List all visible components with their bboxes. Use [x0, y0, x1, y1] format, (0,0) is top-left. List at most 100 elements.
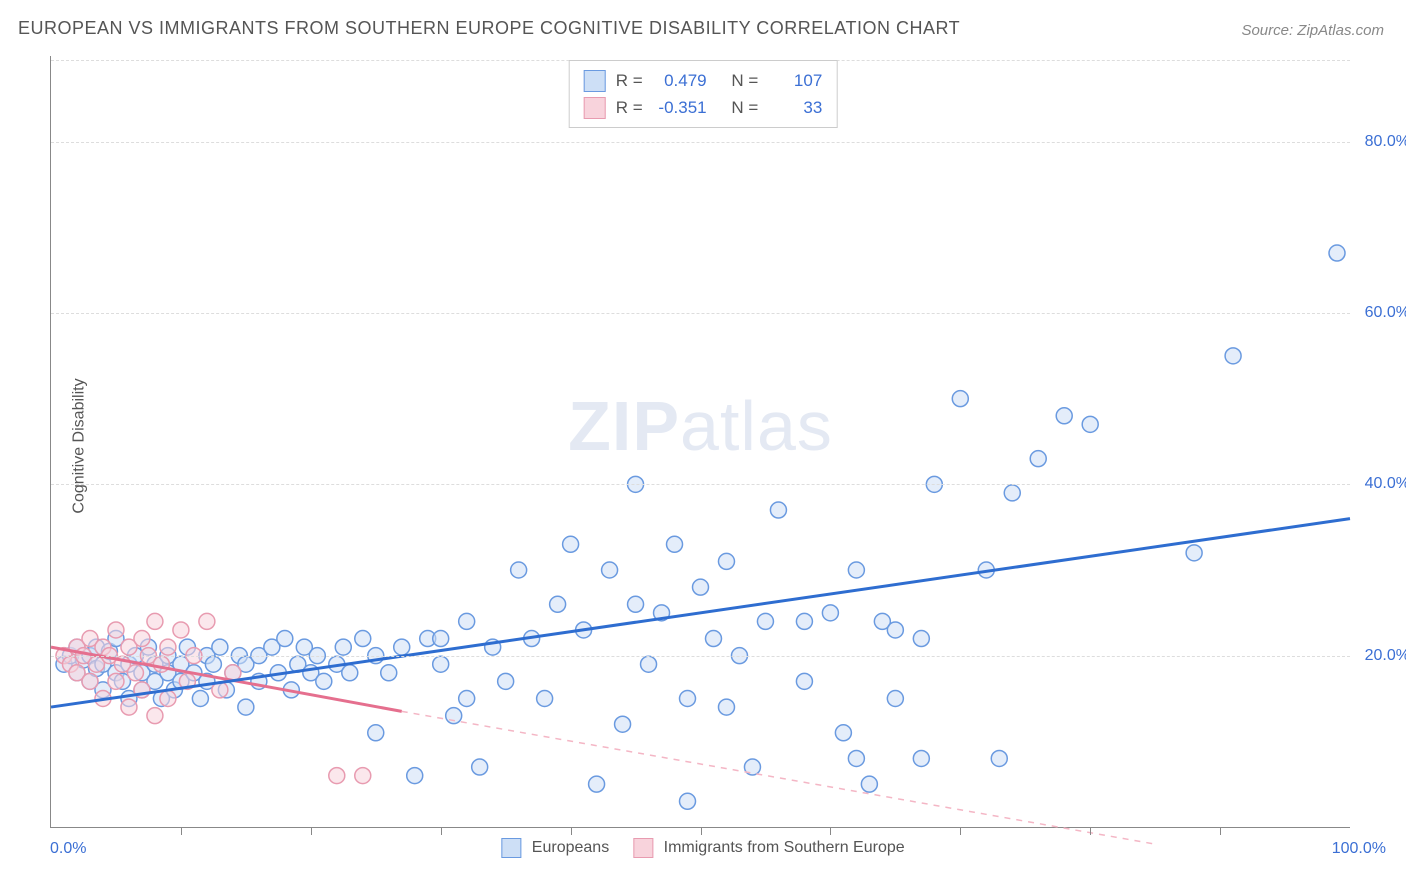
- stats-r-value-immigrants: -0.351: [653, 94, 707, 121]
- data-point: [615, 716, 631, 732]
- stats-swatch-europeans: [584, 70, 606, 92]
- x-tick: [181, 827, 182, 835]
- data-point: [335, 639, 351, 655]
- gridline: [51, 313, 1350, 314]
- data-point: [641, 656, 657, 672]
- legend-swatch-immigrants: [633, 838, 653, 858]
- data-point: [913, 750, 929, 766]
- data-point: [680, 793, 696, 809]
- data-point: [192, 691, 208, 707]
- x-tick: [960, 827, 961, 835]
- data-point: [589, 776, 605, 792]
- data-point: [147, 708, 163, 724]
- data-point: [394, 639, 410, 655]
- gridline: [51, 484, 1350, 485]
- data-point: [718, 553, 734, 569]
- stats-swatch-immigrants: [584, 97, 606, 119]
- data-point: [757, 613, 773, 629]
- data-point: [238, 699, 254, 715]
- data-point: [1329, 245, 1345, 261]
- data-point: [1004, 485, 1020, 501]
- data-point: [991, 750, 1007, 766]
- data-point: [1056, 408, 1072, 424]
- plot-svg: [51, 56, 1350, 827]
- gridline: [51, 656, 1350, 657]
- data-point: [1082, 416, 1098, 432]
- data-point: [433, 656, 449, 672]
- stats-r-label: R =: [616, 94, 643, 121]
- data-point: [511, 562, 527, 578]
- legend-swatch-europeans: [501, 838, 521, 858]
- data-point: [108, 673, 124, 689]
- data-point: [1186, 545, 1202, 561]
- data-point: [121, 699, 137, 715]
- data-point: [602, 562, 618, 578]
- data-point: [550, 596, 566, 612]
- data-point: [1030, 451, 1046, 467]
- data-point: [822, 605, 838, 621]
- data-point: [433, 631, 449, 647]
- data-point: [355, 768, 371, 784]
- data-point: [205, 656, 221, 672]
- x-tick: [701, 827, 702, 835]
- data-point: [459, 613, 475, 629]
- data-point: [563, 536, 579, 552]
- data-point: [160, 691, 176, 707]
- data-point: [848, 562, 864, 578]
- x-axis-max-label: 100.0%: [1332, 840, 1386, 858]
- data-point: [368, 725, 384, 741]
- data-point: [537, 691, 553, 707]
- x-axis-min-label: 0.0%: [50, 840, 86, 858]
- legend-label-immigrants: Immigrants from Southern Europe: [664, 839, 905, 856]
- legend-item-europeans: Europeans: [501, 838, 609, 858]
- data-point: [848, 750, 864, 766]
- x-tick: [1090, 827, 1091, 835]
- data-point: [835, 725, 851, 741]
- scatter-plot: ZIPatlas 20.0%40.0%60.0%80.0%: [50, 56, 1350, 828]
- data-point: [407, 768, 423, 784]
- data-point: [887, 622, 903, 638]
- data-point: [1225, 348, 1241, 364]
- data-point: [472, 759, 488, 775]
- stats-n-label: N =: [731, 94, 758, 121]
- x-tick: [311, 827, 312, 835]
- data-point: [147, 613, 163, 629]
- x-tick: [830, 827, 831, 835]
- data-point: [355, 631, 371, 647]
- data-point: [82, 673, 98, 689]
- data-point: [667, 536, 683, 552]
- stats-n-value-europeans: 107: [768, 67, 822, 94]
- gridline: [51, 142, 1350, 143]
- data-point: [127, 665, 143, 681]
- data-point: [680, 691, 696, 707]
- stats-row-immigrants: R = -0.351 N = 33: [584, 94, 823, 121]
- y-tick-label: 40.0%: [1354, 475, 1406, 493]
- data-point: [913, 631, 929, 647]
- data-point: [316, 673, 332, 689]
- data-point: [108, 622, 124, 638]
- data-point: [212, 639, 228, 655]
- stats-r-value-europeans: 0.479: [653, 67, 707, 94]
- legend-label-europeans: Europeans: [532, 839, 609, 856]
- stats-row-europeans: R = 0.479 N = 107: [584, 67, 823, 94]
- data-point: [861, 776, 877, 792]
- correlation-stats-box: R = 0.479 N = 107 R = -0.351 N = 33: [569, 60, 838, 128]
- data-point: [952, 391, 968, 407]
- data-point: [342, 665, 358, 681]
- y-tick-label: 20.0%: [1354, 647, 1406, 665]
- data-point: [693, 579, 709, 595]
- stats-r-label: R =: [616, 67, 643, 94]
- data-point: [277, 631, 293, 647]
- data-point: [705, 631, 721, 647]
- data-point: [796, 613, 812, 629]
- legend-item-immigrants: Immigrants from Southern Europe: [633, 838, 904, 858]
- data-point: [329, 768, 345, 784]
- data-point: [628, 596, 644, 612]
- data-point: [134, 631, 150, 647]
- data-point: [887, 691, 903, 707]
- data-point: [770, 502, 786, 518]
- data-point: [199, 613, 215, 629]
- y-tick-label: 60.0%: [1354, 304, 1406, 322]
- x-tick: [441, 827, 442, 835]
- y-tick-label: 80.0%: [1354, 133, 1406, 151]
